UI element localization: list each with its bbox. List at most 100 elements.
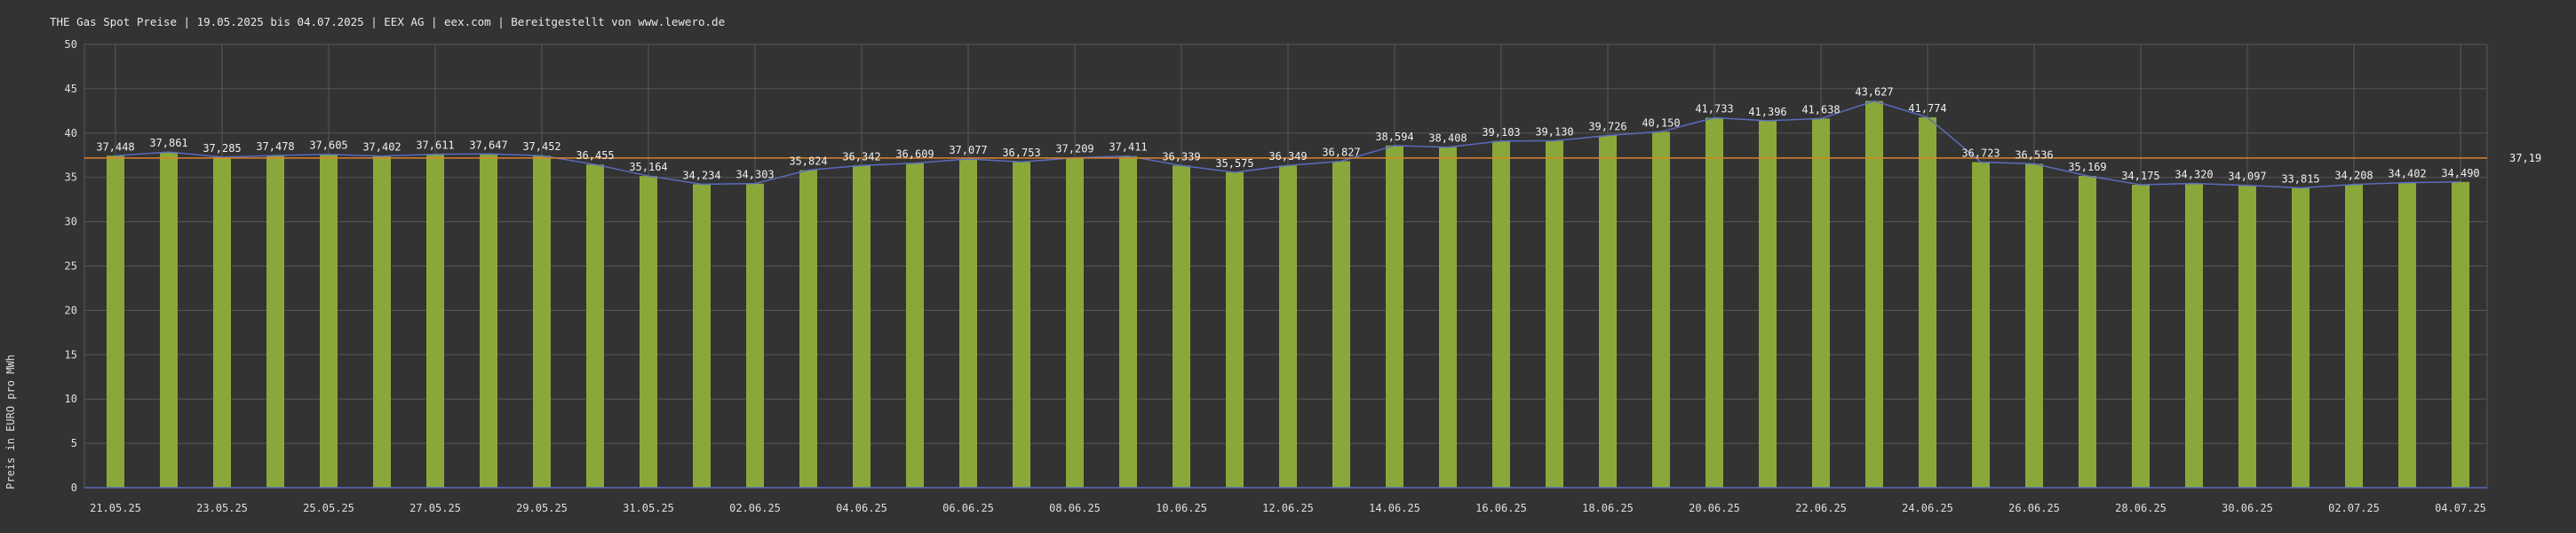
- y-tick-label: 5: [71, 437, 77, 449]
- bar: [266, 155, 284, 489]
- x-tick-label: 31.05.25: [623, 502, 674, 514]
- data-label: 36,349: [1268, 150, 1307, 163]
- data-label: 43,627: [1855, 86, 1893, 99]
- chart-title: THE Gas Spot Preise | 19.05.2025 bis 04.…: [50, 15, 726, 28]
- data-label: 36,339: [1162, 150, 1200, 163]
- bar: [746, 183, 764, 488]
- data-label: 39,103: [1482, 126, 1520, 139]
- x-tick-label: 22.06.25: [1795, 502, 1847, 514]
- data-label: 37,452: [522, 140, 561, 153]
- bar: [1332, 161, 1350, 488]
- bar: [373, 155, 391, 489]
- bar: [1599, 135, 1617, 488]
- y-tick-label: 50: [65, 38, 77, 51]
- data-label: 37,611: [416, 139, 454, 152]
- x-tick-label: 06.06.25: [942, 502, 994, 514]
- bar: [426, 154, 444, 489]
- average-label: 37,19: [2509, 152, 2541, 164]
- bar: [1492, 140, 1510, 488]
- bar: [906, 163, 924, 488]
- data-label: 41,638: [1801, 103, 1840, 115]
- data-label: 36,609: [895, 148, 934, 161]
- data-label: 36,753: [1002, 147, 1040, 159]
- data-label: 37,402: [362, 141, 401, 154]
- bar: [1972, 162, 1990, 488]
- y-tick-label: 25: [65, 260, 77, 273]
- x-tick-label: 20.06.25: [1689, 502, 1740, 514]
- bar: [2079, 176, 2096, 489]
- bar: [1812, 118, 1830, 488]
- y-tick-label: 30: [65, 216, 77, 228]
- label-layer: 37,19 37,448 37,861 37,285 37,478 37,605 37,40…: [96, 86, 2541, 186]
- y-tick-label: 40: [65, 127, 77, 139]
- x-tick-label: 18.06.25: [1582, 502, 1634, 514]
- data-label: 35,824: [789, 155, 827, 167]
- bar: [1439, 147, 1457, 488]
- bar: [2238, 185, 2256, 488]
- bar: [853, 165, 871, 489]
- bar: [1226, 171, 1244, 489]
- bar: [2025, 163, 2043, 488]
- data-label: 37,077: [949, 144, 987, 156]
- data-label: 34,490: [2441, 167, 2479, 179]
- data-label: 37,861: [149, 137, 187, 149]
- bar: [1865, 100, 1883, 488]
- bar: [1386, 145, 1403, 488]
- bar: [693, 184, 711, 489]
- data-label: 33,815: [2281, 173, 2319, 186]
- x-tick-label: 14.06.25: [1369, 502, 1420, 514]
- bar: [107, 155, 124, 488]
- data-label: 41,774: [1908, 102, 1946, 115]
- data-label: 37,647: [469, 139, 507, 151]
- data-label: 39,726: [1588, 121, 1626, 133]
- x-tick-label: 21.05.25: [90, 502, 141, 514]
- bar: [1173, 165, 1190, 488]
- data-label: 36,455: [576, 149, 614, 162]
- x-tick-label: 24.06.25: [1902, 502, 1953, 514]
- bar: [2452, 181, 2469, 488]
- data-label: 41,396: [1748, 106, 1786, 118]
- data-label: 37,209: [1055, 143, 1093, 155]
- x-tick-label: 08.06.25: [1049, 502, 1101, 514]
- series-line: [115, 99, 2461, 189]
- x-tick-label: 25.05.25: [303, 502, 354, 514]
- x-tick-label: 02.07.25: [2328, 502, 2380, 514]
- data-label: 34,097: [2228, 171, 2266, 183]
- data-label: 37,478: [256, 140, 294, 153]
- axis-layer: 0 5 10 15 20 25 30 35 40 45 50 21.05.25 23.05.25 25.0…: [65, 38, 2486, 514]
- x-tick-label: 04.07.25: [2435, 502, 2486, 514]
- x-tick-label: 02.06.25: [729, 502, 781, 514]
- x-tick-label: 28.06.25: [2115, 502, 2167, 514]
- x-tick-label: 29.05.25: [516, 502, 568, 514]
- bar: [160, 152, 178, 488]
- y-tick-label: 20: [65, 304, 77, 316]
- bar: [1705, 117, 1723, 489]
- bar: [2398, 182, 2416, 489]
- data-label: 40,150: [1642, 116, 1680, 129]
- y-tick-label: 0: [71, 481, 77, 494]
- bar: [799, 170, 817, 488]
- bar: [1546, 140, 1563, 488]
- data-label: 34,234: [682, 169, 720, 181]
- x-tick-label: 12.06.25: [1262, 502, 1314, 514]
- bar-layer: [107, 100, 2469, 489]
- x-tick-label: 10.06.25: [1156, 502, 1207, 514]
- bar: [1279, 165, 1297, 488]
- bar: [480, 154, 497, 488]
- bar: [640, 176, 657, 488]
- bar: [533, 155, 551, 488]
- data-label: 34,208: [2334, 170, 2373, 182]
- data-label: 41,733: [1695, 103, 1733, 115]
- bar: [1759, 120, 1777, 488]
- data-label: 34,175: [2121, 170, 2159, 182]
- data-label: 34,402: [2388, 168, 2426, 180]
- bar: [959, 158, 977, 488]
- x-tick-label: 26.06.25: [2008, 502, 2060, 514]
- x-tick-label: 04.06.25: [836, 502, 887, 514]
- data-label: 34,320: [2174, 168, 2213, 180]
- bar: [1013, 162, 1030, 488]
- x-tick-label: 30.06.25: [2222, 502, 2273, 514]
- data-label: 35,169: [2068, 161, 2106, 173]
- y-tick-label: 45: [65, 83, 77, 95]
- data-label: 37,448: [96, 140, 134, 153]
